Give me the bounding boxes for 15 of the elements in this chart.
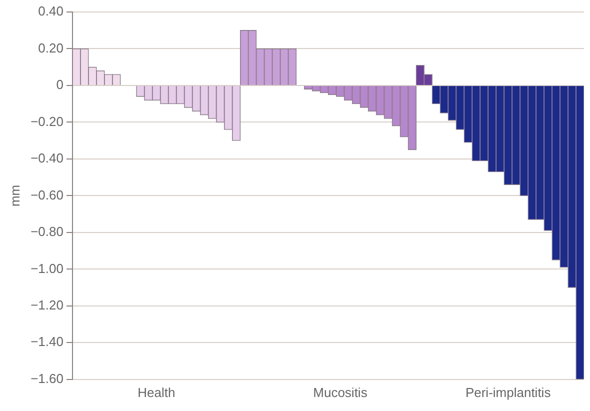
y-tick-label: −0.60: [30, 187, 64, 202]
y-tick-label: 0.40: [38, 4, 64, 19]
y-tick-label: −0.40: [30, 150, 64, 166]
x-tick-label: Health: [138, 384, 176, 400]
x-tick-label: Mucositis: [313, 384, 368, 400]
x-tick-label: Peri-implantitis: [465, 384, 552, 400]
y-tick-label: −1.40: [30, 334, 64, 350]
y-tick-label: 0.20: [38, 40, 64, 56]
y-tick-label: 0: [56, 77, 64, 92]
y-tick-label: −0.20: [30, 114, 64, 129]
y-tick-label: −0.80: [30, 224, 64, 240]
y-tick-label: −1.60: [30, 370, 64, 386]
y-tick-label: −1.20: [30, 298, 64, 312]
y-axis-title: mm: [7, 184, 22, 207]
y-tick-label: −1.00: [30, 260, 64, 276]
